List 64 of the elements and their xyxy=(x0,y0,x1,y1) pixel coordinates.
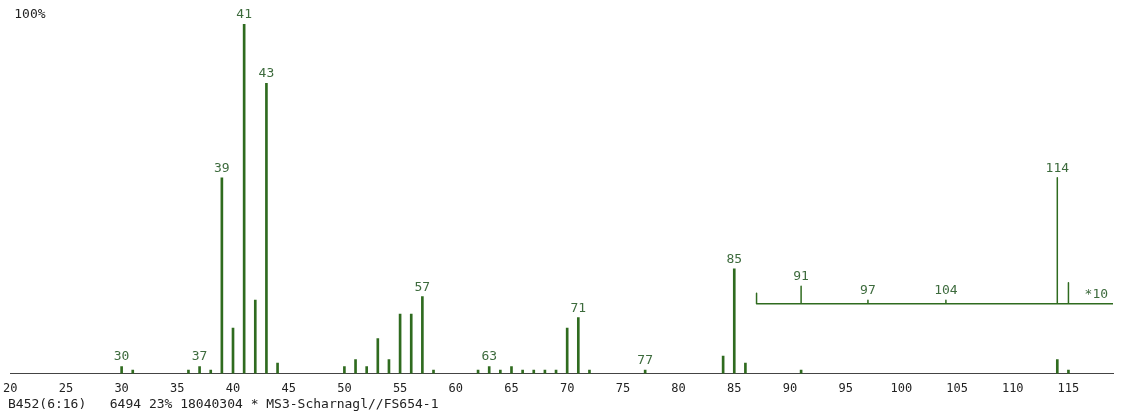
annotation: 85 xyxy=(726,250,743,266)
x-tick-label: 55 xyxy=(392,380,408,395)
bar xyxy=(510,366,513,374)
annotation: 57 xyxy=(414,278,431,294)
x-tick-label: 65 xyxy=(504,380,519,395)
annotation: 104 xyxy=(934,282,958,298)
annotation: 37 xyxy=(191,348,208,364)
annotation: 41 xyxy=(236,5,252,21)
bar xyxy=(1067,369,1070,374)
bar xyxy=(343,366,346,374)
x-tick-label: 110 xyxy=(1001,380,1024,395)
x-tick-label: 35 xyxy=(170,380,185,395)
bar xyxy=(565,327,569,374)
annotation: 39 xyxy=(214,159,230,175)
x-tick-label: 70 xyxy=(559,380,575,395)
bar xyxy=(487,366,491,374)
x-tick-label: 100 xyxy=(890,380,913,395)
bar xyxy=(409,313,413,374)
text: B452(6:16) 6494 23% 18040304 * MS3-Scharnagl//FS654-1 xyxy=(8,395,439,411)
bar xyxy=(421,296,424,374)
x-tick-label: 95 xyxy=(838,380,853,395)
x-tick-label: 60 xyxy=(448,380,464,395)
bar xyxy=(588,369,591,374)
x-tick-label: 85 xyxy=(727,380,742,395)
x-tick-label: 30 xyxy=(114,380,129,395)
bar xyxy=(276,362,279,374)
bar xyxy=(521,369,524,374)
annotation: 114 xyxy=(1045,159,1070,175)
bar xyxy=(354,359,357,374)
bar xyxy=(499,369,502,374)
x-tick-label: 40 xyxy=(225,380,241,395)
x-tick-label: 50 xyxy=(337,380,352,395)
bar xyxy=(532,369,536,374)
bar xyxy=(576,317,580,374)
annotation: 91 xyxy=(793,268,809,284)
annotation: 63 xyxy=(481,348,498,364)
bar xyxy=(198,366,201,374)
annotation: *10 xyxy=(1084,285,1109,301)
x-tick-label: 25 xyxy=(58,380,74,395)
bar xyxy=(265,83,268,374)
bar xyxy=(732,268,736,374)
annotation: 71 xyxy=(570,299,587,315)
bar xyxy=(209,369,213,374)
annotation: 77 xyxy=(637,351,653,367)
x-tick-label: 115 xyxy=(1057,380,1080,395)
x-tick-label: 75 xyxy=(615,380,631,395)
x-tick-label: 90 xyxy=(782,380,798,395)
bar xyxy=(131,369,135,374)
text: 100% xyxy=(14,5,46,21)
annotation: 30 xyxy=(113,348,130,364)
bar xyxy=(376,338,380,374)
bar xyxy=(253,299,257,374)
x-tick-label: 105 xyxy=(946,380,968,395)
bar xyxy=(120,366,123,374)
bar xyxy=(365,366,369,374)
annotation: 97 xyxy=(860,282,876,298)
x-tick-label: 20 xyxy=(3,380,18,395)
x-tick-label: 80 xyxy=(671,380,686,395)
bar xyxy=(1055,359,1059,374)
annotation: 43 xyxy=(258,65,275,81)
x-tick-label: 45 xyxy=(281,380,296,395)
bar xyxy=(187,369,190,374)
bar xyxy=(432,369,435,374)
bar xyxy=(744,362,747,374)
